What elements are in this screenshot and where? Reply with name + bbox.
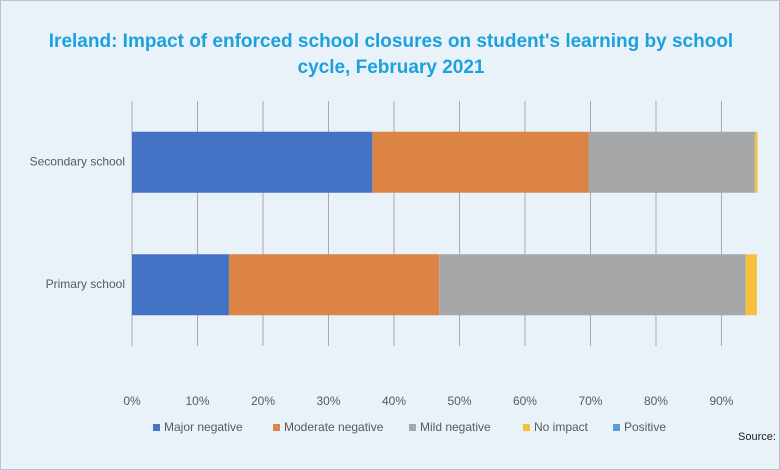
legend-swatch <box>613 424 620 431</box>
source: Source: C <box>738 431 779 443</box>
y-tick-label: Primary school <box>46 277 125 291</box>
x-tick-label: 80% <box>644 394 668 408</box>
x-tick-label: 40% <box>382 394 406 408</box>
legend-label: Moderate negative <box>284 420 384 434</box>
bar-segment <box>372 131 589 193</box>
legend-swatch <box>153 424 160 431</box>
legend-swatch <box>409 424 416 431</box>
bar-segment <box>588 131 755 193</box>
x-tick-label: 70% <box>578 394 602 408</box>
x-tick-label: 50% <box>447 394 471 408</box>
x-tick-label: 90% <box>709 394 733 408</box>
x-tick-label: 10% <box>185 394 209 408</box>
legend-swatch <box>523 424 530 431</box>
legend-label: Positive <box>624 420 666 434</box>
legend-label: No impact <box>534 420 589 434</box>
x-tick-label: 60% <box>513 394 537 408</box>
x-tick-label: 30% <box>316 394 340 408</box>
bar-segment <box>132 254 229 316</box>
y-tick-label: Secondary school <box>30 154 125 168</box>
legend-label: Major negative <box>164 420 243 434</box>
legend-swatch <box>273 424 280 431</box>
bar-segment <box>228 254 440 316</box>
legend-label: Mild negative <box>420 420 491 434</box>
bar-segment <box>439 254 746 316</box>
bar-segment <box>745 254 757 316</box>
chart-title: Ireland: Impact of enforced school closu… <box>48 31 734 78</box>
bar-segment <box>754 131 758 193</box>
x-tick-label: 0% <box>123 394 141 408</box>
bar-segment <box>132 131 373 193</box>
x-tick-label: 20% <box>251 394 275 408</box>
